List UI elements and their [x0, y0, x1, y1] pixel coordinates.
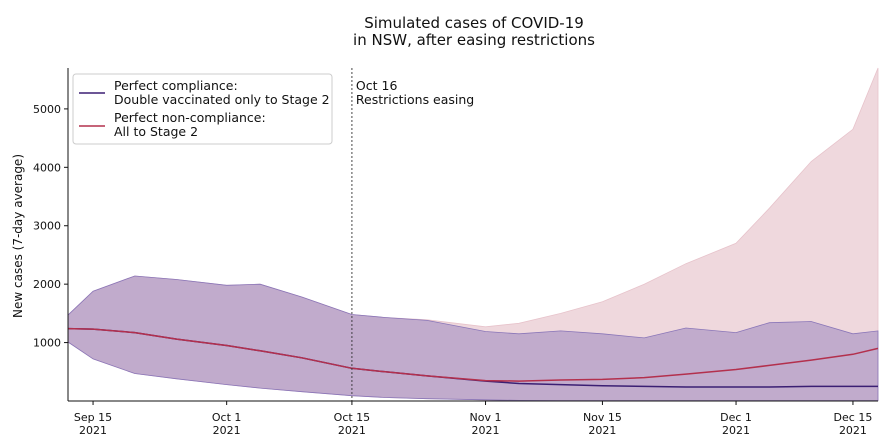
line-series-2	[67, 327, 879, 382]
x-tick-label-year: 2021	[839, 424, 867, 437]
x-tick-label-year: 2021	[722, 424, 750, 437]
x-tick-label-month: Dec 15	[834, 411, 873, 424]
y-axis-label: New cases (7-day average)	[11, 154, 25, 318]
x-tick-label-month: Sep 15	[74, 411, 112, 424]
axes	[67, 68, 878, 402]
y-tick-label: 1000	[33, 337, 61, 350]
x-tick-label-month: Dec 1	[720, 411, 752, 424]
x-tick-label-month: Nov 1	[470, 411, 502, 424]
chart-title-line-2: in NSW, after easing restrictions	[353, 31, 595, 49]
chart-title-line-1: Simulated cases of COVID-19	[364, 14, 584, 32]
y-tick-label: 2000	[33, 278, 61, 291]
annotation-label-date: Oct 16	[356, 78, 398, 93]
x-tick-label-month: Oct 1	[212, 411, 242, 424]
legend-box	[72, 73, 333, 145]
legend-label-compliance-line-1: Perfect compliance:	[114, 78, 238, 93]
legend-label-compliance-line-2: Double vaccinated only to Stage 2	[114, 92, 330, 107]
x-tick-label-year: 2021	[588, 424, 616, 437]
legend: Perfect compliance: Double vaccinated on…	[72, 73, 333, 145]
y-tick-label: 5000	[33, 103, 61, 116]
y-tick-label: 4000	[33, 161, 61, 174]
y-ticks: 1000 2000 3000 4000 5000	[33, 103, 68, 350]
x-tick-label-year: 2021	[79, 424, 107, 437]
legend-label-noncompliance-line-2: All to Stage 2	[114, 124, 198, 139]
x-tick-label-year: 2021	[213, 424, 241, 437]
x-tick-label-month: Nov 15	[583, 411, 622, 424]
y-tick-label: 3000	[33, 220, 61, 233]
x-tick-label-year: 2021	[338, 424, 366, 437]
annotation-group: Oct 16 Restrictions easing	[351, 68, 474, 401]
x-tick-label-month: Oct 15	[334, 411, 371, 424]
x-tick-label-year: 2021	[472, 424, 500, 437]
annotation-label-text: Restrictions easing	[356, 92, 474, 107]
legend-label-noncompliance-line-1: Perfect non-compliance:	[114, 110, 266, 125]
series-lines	[67, 327, 879, 388]
